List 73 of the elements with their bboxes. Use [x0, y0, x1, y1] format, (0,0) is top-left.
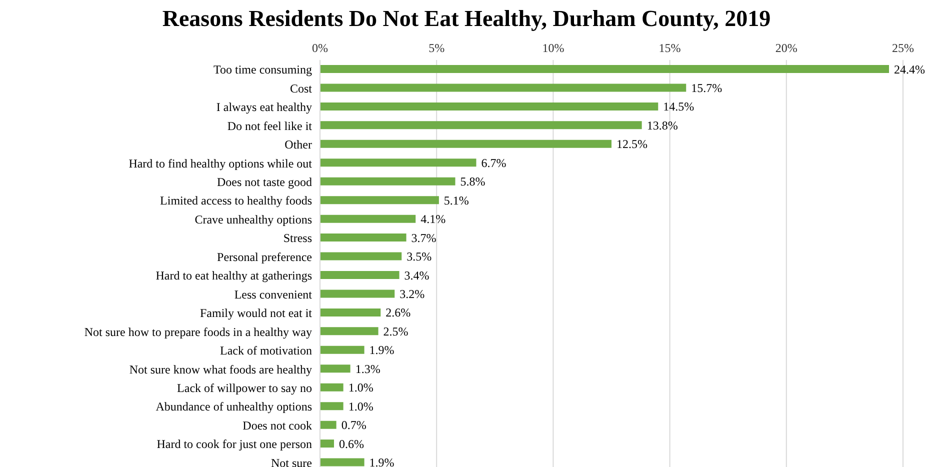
y-tick-label: Abundance of unhealthy options	[156, 400, 312, 414]
bar	[320, 327, 378, 336]
data-label: 2.5%	[383, 324, 408, 338]
data-label: 3.7%	[411, 230, 436, 245]
bar	[320, 177, 456, 186]
y-tick-label: Not sure	[271, 456, 312, 467]
y-tick-label: Personal preference	[217, 250, 312, 264]
bar	[320, 214, 416, 223]
bar	[320, 196, 439, 204]
data-label: 1.9%	[369, 456, 394, 467]
data-label: 3.5%	[406, 250, 432, 264]
y-tick-label: Less convenient	[234, 287, 313, 302]
data-label: 1.0%	[348, 399, 374, 414]
y-tick-label: Does not taste good	[217, 174, 312, 189]
data-label: 14.5%	[663, 100, 694, 114]
bar	[320, 420, 336, 429]
data-label: 13.8%	[646, 118, 678, 132]
bar	[320, 364, 350, 373]
data-label: 1.3%	[355, 362, 380, 376]
bar	[320, 402, 344, 410]
data-label: 12.5%	[616, 137, 648, 152]
y-tick-label: Crave unhealthy options	[194, 212, 312, 226]
bar	[320, 65, 890, 73]
data-label: 6.7%	[481, 156, 506, 170]
bar	[320, 290, 395, 298]
y-tick-label: Stress	[283, 231, 312, 246]
x-tick-label: 5%	[428, 41, 445, 55]
bar	[320, 84, 686, 92]
y-tick-label: Do not feel like it	[227, 118, 313, 133]
y-tick-label: Hard to cook for just one person	[156, 437, 312, 452]
bar	[320, 140, 612, 148]
x-tick-label: 0%	[312, 41, 328, 55]
bar	[320, 158, 476, 167]
x-tick-label: 10%	[542, 41, 564, 55]
chart-title: Reasons Residents Do Not Eat Healthy, Durham County, 2019	[161, 6, 772, 32]
bar	[320, 346, 364, 354]
y-tick-label: Does not cook	[242, 418, 312, 432]
x-tick-label: 20%	[775, 41, 798, 55]
data-label: 3.4%	[404, 268, 430, 282]
y-tick-label: Cost	[290, 81, 313, 96]
y-tick-label: Hard to find healthy options while out	[128, 156, 313, 170]
y-tick-label: Too time consuming	[214, 62, 312, 77]
y-tick-label: Not sure how to prepare foods in a healthy way	[84, 324, 312, 339]
bar	[320, 440, 334, 448]
bar	[320, 383, 344, 392]
x-tick-label: 15%	[658, 41, 681, 55]
data-label: 15.7%	[691, 80, 722, 95]
y-tick-label: Lack of willpower to say no	[177, 380, 312, 395]
bar	[320, 271, 400, 279]
y-tick-label: Family would not eat it	[200, 306, 313, 320]
y-tick-label: I always eat healthy	[216, 100, 312, 114]
bar	[320, 308, 381, 316]
bar	[320, 252, 402, 260]
data-label: 5.1%	[444, 193, 469, 208]
data-label: 24.4%	[894, 62, 926, 76]
y-tick-label: Hard to eat healthy at gatherings	[156, 268, 312, 283]
bar	[320, 458, 364, 466]
x-tick-label: 25%	[892, 41, 914, 55]
data-label: 0.7%	[341, 418, 366, 432]
data-label: 0.6%	[338, 436, 364, 451]
y-tick-label: Other	[284, 138, 312, 152]
bar	[320, 234, 406, 242]
data-label: 2.6%	[386, 306, 411, 320]
y-tick-label: Lack of motivation	[220, 344, 312, 358]
data-label: 1.0%	[348, 380, 374, 395]
data-label: 3.2%	[400, 286, 425, 301]
data-label: 4.1%	[420, 212, 446, 226]
data-label: 5.8%	[460, 174, 486, 189]
y-tick-label: Limited access to healthy foods	[160, 194, 312, 208]
data-label: 1.9%	[369, 343, 394, 358]
bar	[320, 102, 658, 110]
y-tick-label: Not sure know what foods are healthy	[129, 362, 312, 376]
bar	[320, 121, 642, 130]
